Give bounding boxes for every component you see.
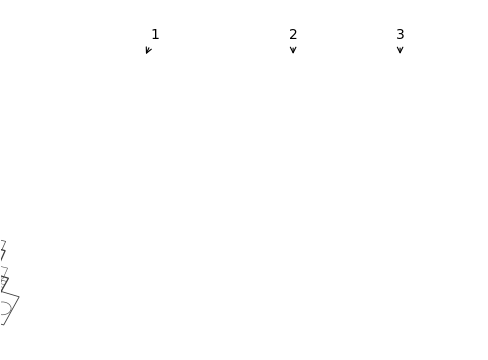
Text: 2: 2 bbox=[288, 28, 297, 53]
Text: 3: 3 bbox=[395, 28, 404, 53]
Text: 1: 1 bbox=[146, 28, 159, 53]
